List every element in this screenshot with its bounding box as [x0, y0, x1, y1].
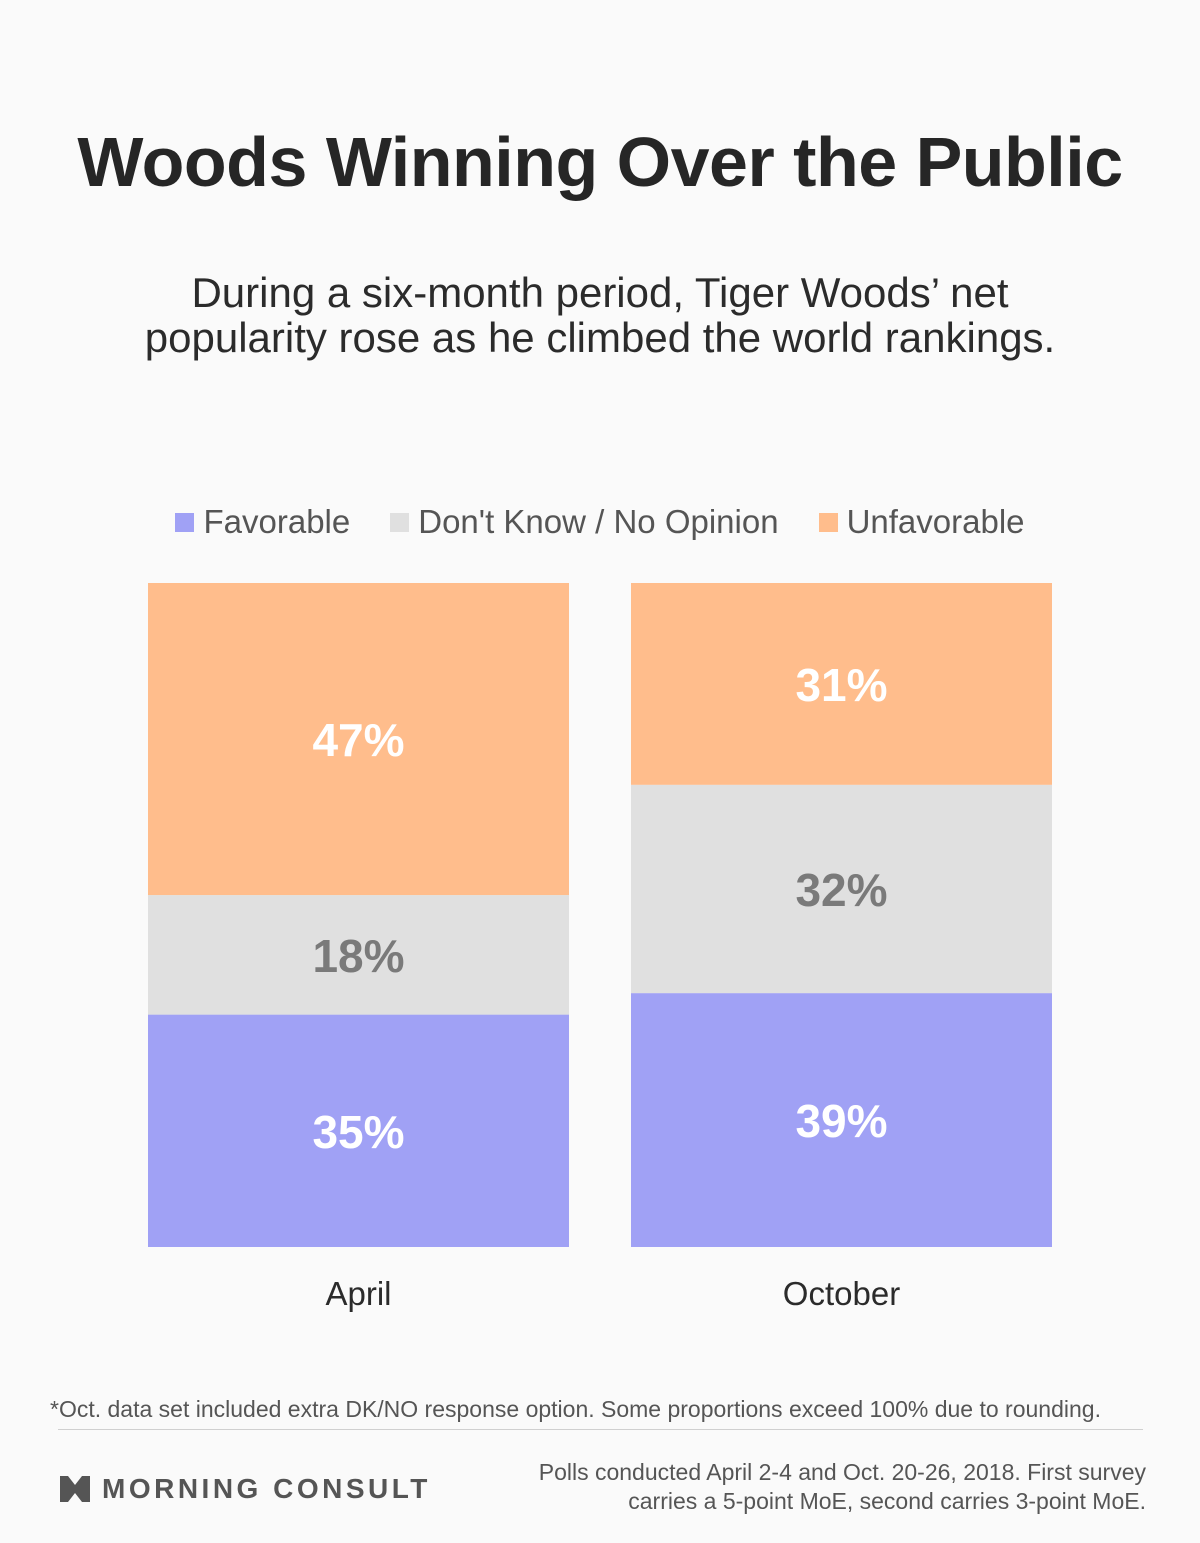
data-label-october-unfavorable: 31%: [795, 659, 887, 711]
bar-october-dont-know: [631, 784, 1052, 994]
source-line-2: carries a 5-point MoE, second carries 3-…: [628, 1488, 1146, 1514]
source-line-1: Polls conducted April 2-4 and Oct. 20-26…: [538, 1459, 1146, 1485]
data-label-october-favorable: 39%: [795, 1095, 887, 1147]
bar-april-favorable: [148, 1014, 569, 1247]
legend-item-dont-know: Don't Know / No Opinion: [390, 503, 779, 541]
legend-label-dont-know: Don't Know / No Opinion: [418, 503, 779, 540]
logo-text: MORNING CONSULT: [102, 1473, 431, 1504]
morning-consult-logo-icon: [60, 1476, 90, 1502]
data-label-october-dont-know: 32%: [795, 864, 887, 916]
category-label-october: October: [783, 1275, 900, 1312]
bar-october-unfavorable: [631, 583, 1052, 785]
divider: [58, 1429, 1143, 1430]
legend-item-unfavorable: Unfavorable: [818, 503, 1025, 541]
bar-april-dont-know: [148, 895, 569, 1015]
legend: Favorable Don't Know / No Opinion Unfavo…: [0, 502, 1200, 542]
footnote: *Oct. data set included extra DK/NO resp…: [50, 1396, 1101, 1422]
stacked-bar-chart: 35% 18% 47% April 39% 32% 31% October: [148, 583, 1052, 1312]
data-label-april-dont-know: 18%: [312, 930, 404, 982]
bar-october-favorable: [631, 993, 1052, 1247]
morning-consult-logo: MORNING CONSULT: [60, 1472, 431, 1506]
legend-label-favorable: Favorable: [203, 503, 351, 540]
category-label-april: April: [325, 1275, 391, 1312]
data-label-april-unfavorable: 47%: [312, 714, 404, 766]
legend-swatch-unfavorable: [818, 512, 838, 532]
legend-swatch-dont-know: [390, 512, 410, 532]
bar-april-unfavorable: [148, 583, 569, 896]
source-note: Polls conducted April 2-4 and Oct. 20-26…: [446, 1458, 1146, 1516]
legend-item-favorable: Favorable: [175, 503, 350, 541]
legend-swatch-favorable: [175, 512, 195, 532]
legend-label-unfavorable: Unfavorable: [846, 503, 1025, 540]
data-label-april-favorable: 35%: [312, 1106, 404, 1158]
chart-title: Woods Winning Over the Public: [77, 123, 1123, 201]
chart-subtitle: During a six-month period, Tiger Woods’ …: [144, 269, 1056, 361]
